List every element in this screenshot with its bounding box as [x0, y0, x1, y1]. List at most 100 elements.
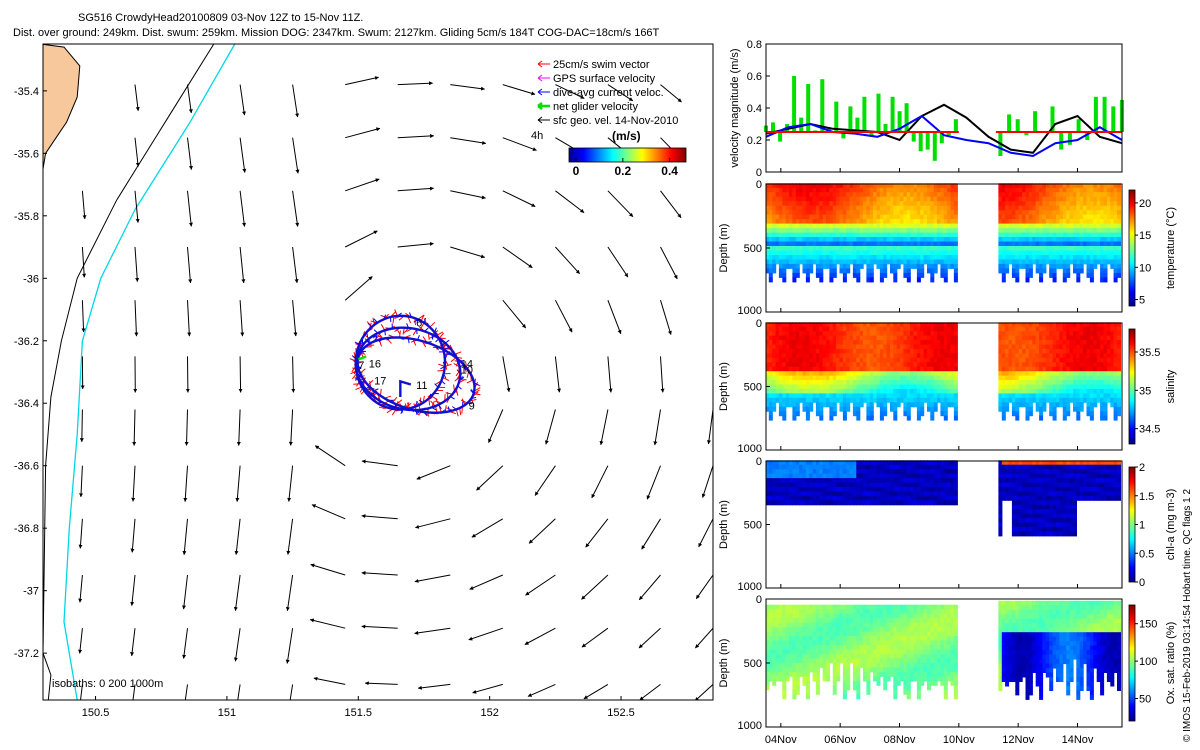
profile-sample [890, 397, 894, 403]
profile-sample [1066, 187, 1071, 193]
profile-sample [953, 259, 958, 265]
geo-velocity-arrow [607, 356, 613, 393]
profile-sample [795, 255, 800, 260]
profile-sample [920, 219, 925, 225]
profile-sample [1039, 411, 1044, 417]
profile-sample [873, 362, 878, 368]
profile-colorbar [1128, 189, 1136, 307]
geo-velocity-arrow [646, 465, 661, 500]
profile-sample [1049, 219, 1054, 225]
profile-sample [805, 214, 810, 220]
profile-sample [890, 357, 894, 363]
profile-sample [1083, 232, 1088, 238]
profile-sample [1042, 210, 1047, 216]
profile-sample [1069, 250, 1074, 256]
profile-sample [775, 192, 780, 198]
profile-sample [829, 237, 834, 242]
profile-sample [795, 375, 800, 381]
profile-sample [809, 406, 814, 412]
profile-sample [795, 344, 800, 350]
profile-sample [802, 210, 807, 216]
profile-sample [836, 187, 841, 193]
profile-sample [1089, 411, 1094, 417]
profile-sample [809, 223, 814, 229]
profile-sample [927, 255, 931, 260]
profile-sample [893, 344, 898, 350]
profile-sample [1052, 277, 1057, 283]
profile-sample [1103, 259, 1108, 265]
profile-sample [923, 201, 928, 207]
profile-sample [1011, 183, 1016, 189]
profile-sample [906, 322, 911, 328]
profile-sample [893, 210, 898, 216]
profile-sample [903, 393, 908, 399]
profile-sample [863, 397, 867, 403]
profile-sample [785, 362, 790, 368]
profile-sample [879, 375, 884, 381]
profile-sample [829, 214, 834, 220]
profile-sample [1110, 246, 1115, 251]
profile-sample [869, 397, 874, 403]
profile-sample [869, 214, 874, 220]
profile-sample [1015, 223, 1020, 229]
profile-sample [772, 255, 777, 260]
profile-sample [863, 353, 867, 359]
profile-sample [802, 196, 807, 202]
profile-sample [913, 357, 918, 363]
profile-sample [869, 187, 874, 193]
profile-sample [1076, 263, 1081, 269]
profile-sample [869, 411, 874, 417]
profile-sample [782, 272, 787, 278]
geo-velocity-arrow [660, 84, 682, 103]
profile-sample [883, 237, 888, 242]
profile-sample [869, 255, 874, 260]
profile-sample [859, 344, 864, 350]
profile-sample [772, 268, 777, 274]
profile-sample [930, 335, 935, 341]
profile-sample [815, 205, 820, 211]
profile-sample [765, 375, 770, 381]
profile-sample [863, 250, 867, 256]
profile-sample [829, 335, 834, 341]
profile-sample [886, 183, 891, 189]
profile-sample [937, 237, 941, 242]
profile-sample [826, 353, 830, 359]
profile-sample [1039, 187, 1044, 193]
profile-sample [1001, 219, 1006, 225]
profile-sample [893, 375, 898, 381]
profile-sample [765, 263, 770, 269]
profile-sample [910, 219, 915, 225]
profile-sample [940, 250, 945, 256]
profile-sample [819, 228, 824, 234]
profile-sample [789, 201, 793, 207]
profile-sample [856, 371, 861, 377]
profile-sample [953, 201, 958, 207]
profile-sample [906, 406, 911, 412]
profile-sample [906, 187, 911, 193]
profile-sample [879, 366, 884, 372]
profile-sample [879, 210, 884, 216]
profile-sample [799, 326, 804, 332]
profile-sample [812, 246, 817, 251]
profile-sample [923, 223, 928, 229]
profile-sample [768, 183, 773, 189]
profile-sample [910, 340, 915, 346]
profile-sample [778, 228, 783, 234]
profile-sample [923, 375, 928, 381]
profile-sample [1039, 263, 1044, 269]
profile-sample [778, 201, 783, 207]
profile-sample [1028, 250, 1033, 256]
profile-sample [910, 380, 915, 386]
profile-sample [822, 393, 827, 399]
profile-sample [876, 344, 881, 350]
profile-sample [1113, 228, 1118, 234]
profile-sample [896, 348, 901, 354]
profile-sample [852, 263, 857, 269]
profile-sample [1089, 255, 1094, 260]
geo-velocity-arrow [364, 681, 398, 686]
geo-velocity-arrow [291, 356, 296, 393]
profile-sample [826, 223, 830, 229]
profile-sample [785, 250, 790, 256]
profile-sample [856, 362, 861, 368]
